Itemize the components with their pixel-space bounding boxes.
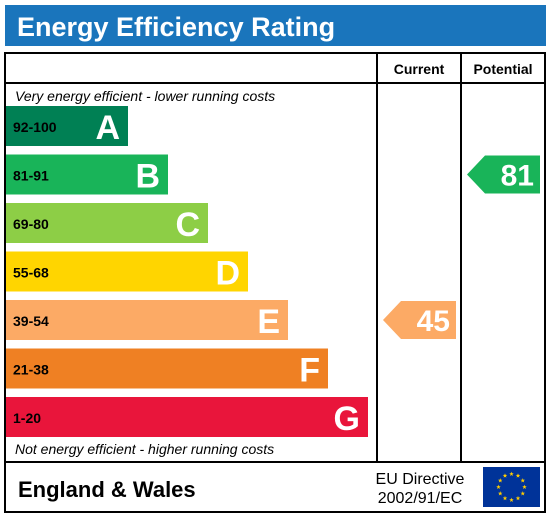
flag-star [502,473,508,478]
band-letter-c: C [175,206,200,244]
flag-star [502,495,508,501]
band-letter-e: E [257,303,280,341]
directive-line-2: 2002/91/EC [378,490,463,507]
band-letter-d: D [215,255,240,293]
band-bar-a [6,106,128,146]
band-letter-a: A [95,109,120,147]
band-bar-c [6,203,208,243]
flag-star [497,491,503,496]
chart-title: Energy Efficiency Rating [17,12,336,42]
band-bar-b [6,154,168,195]
band-range-c: 69-80 [13,216,49,232]
flag-star [509,497,514,502]
flag-star [520,491,526,496]
band-letter-b: B [135,158,160,196]
band-bar-f [6,348,328,389]
band-bar-e [6,300,288,340]
top-note: Very energy efficient - lower running co… [15,88,275,104]
flag-star [497,478,503,483]
flag-star [496,484,501,489]
band-bar-d [6,251,248,292]
band-letter-g: G [334,400,360,438]
rating-bands: 92-100 A 81-91 B 69-80 C 55-68 D 39-54 E 21-38 F 1-2… [6,106,368,438]
rating-arrows: 45 81 [383,155,540,339]
flag-star [522,484,527,489]
flag-star [509,471,514,476]
current-column-header: Current [394,61,445,77]
region-label: England & Wales [18,477,196,502]
potential-rating-value: 81 [501,160,534,193]
band-range-d: 55-68 [13,265,49,281]
current-rating-value: 45 [417,305,450,338]
flag-star [520,478,526,483]
band-range-e: 39-54 [13,313,49,329]
flag-star [515,473,521,478]
band-range-a: 92-100 [13,119,57,135]
current-rating-arrow [383,301,456,339]
flag-star [515,495,521,501]
band-range-f: 21-38 [13,362,49,378]
title-bar: Energy Efficiency Rating [5,5,546,46]
chart-frame [4,52,546,513]
bottom-note: Not energy efficient - higher running co… [15,441,274,457]
eu-flag-icon [483,467,540,507]
directive-line-1: EU Directive [376,471,465,488]
band-letter-f: F [299,352,320,390]
potential-column-header: Potential [473,61,532,77]
band-range-g: 1-20 [13,410,41,426]
potential-rating-arrow [467,155,540,194]
band-range-b: 81-91 [13,168,49,184]
band-bar-g [6,397,368,437]
